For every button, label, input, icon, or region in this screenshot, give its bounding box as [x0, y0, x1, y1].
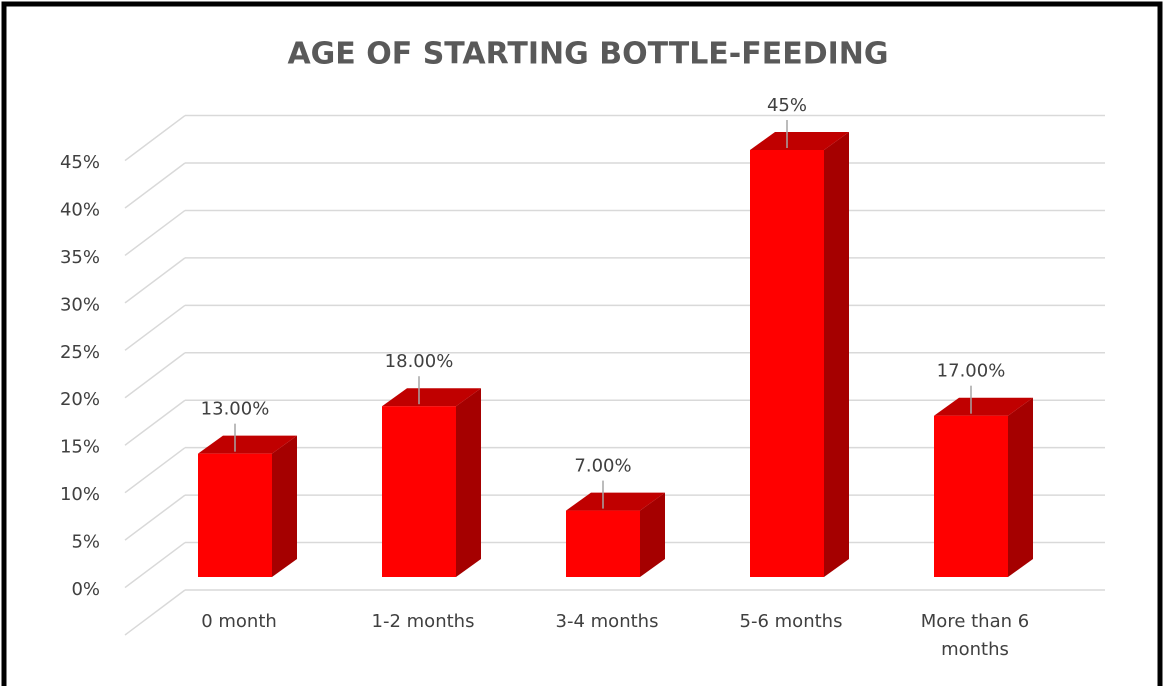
bar	[198, 453, 272, 577]
bar-top	[750, 132, 849, 150]
y-tick-label: 20%	[60, 389, 100, 410]
x-tick-label: 3-4 months	[555, 611, 659, 632]
x-tick-label: 5-6 months	[739, 611, 843, 632]
y-tick-label: 30%	[60, 294, 100, 315]
y-tick-label: 40%	[60, 199, 100, 220]
grid-line	[124, 589, 186, 636]
y-tick-label: 15%	[60, 437, 100, 458]
bar	[382, 406, 456, 577]
grid-line	[124, 162, 186, 209]
bar-top	[198, 435, 297, 454]
bar-top	[382, 388, 481, 407]
grid-line	[124, 399, 186, 446]
x-tick-label: 0 month	[201, 611, 277, 632]
grid-line	[124, 209, 186, 257]
x-tick-label: 1-2 months	[371, 611, 475, 632]
bar	[750, 150, 824, 577]
y-tick-label: 5%	[71, 532, 100, 553]
data-label: 45%	[767, 95, 807, 116]
data-label: 7.00%	[574, 456, 631, 477]
data-label: 17.00%	[937, 361, 1006, 382]
x-tick-label: More than 6 months	[920, 611, 1030, 660]
grid-line	[124, 352, 186, 399]
bar	[934, 415, 1008, 577]
chart-title: AGE OF STARTING BOTTLE-FEEDING	[287, 37, 888, 72]
bar-side	[272, 435, 297, 577]
bar	[566, 510, 640, 577]
y-tick-label: 0%	[71, 579, 100, 600]
bar-side	[824, 132, 849, 577]
data-label: 13.00%	[201, 399, 270, 420]
y-tick-label: 10%	[60, 484, 100, 505]
y-tick-label: 35%	[60, 247, 100, 268]
grid-line	[124, 114, 186, 162]
grid-line	[124, 447, 186, 494]
grid-line	[124, 541, 186, 589]
bar-side	[640, 492, 665, 577]
bar-top	[934, 397, 1033, 416]
bar-side	[456, 388, 481, 577]
bar-side	[1008, 397, 1033, 577]
grid-line	[124, 257, 186, 304]
data-label: 18.00%	[385, 351, 454, 372]
grid-line	[124, 304, 186, 351]
bar-top	[566, 492, 665, 511]
y-tick-label: 45%	[60, 152, 100, 173]
grid-line	[124, 494, 186, 541]
y-tick-label: 25%	[60, 342, 100, 363]
